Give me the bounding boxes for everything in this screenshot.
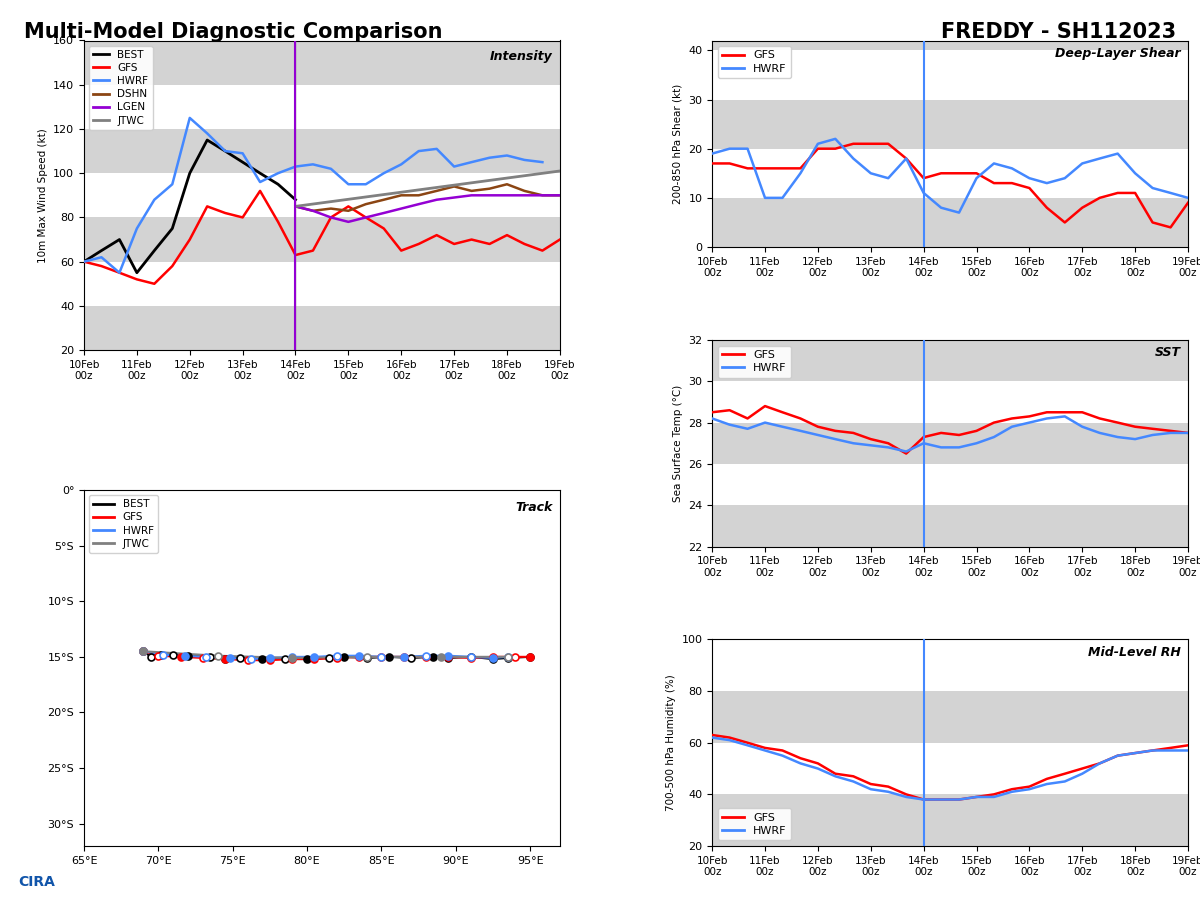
Bar bbox=[712, 100, 1188, 148]
Bar bbox=[712, 40, 1188, 50]
Y-axis label: 700-500 hPa Humidity (%): 700-500 hPa Humidity (%) bbox=[666, 674, 676, 811]
Text: Deep-Layer Shear: Deep-Layer Shear bbox=[1055, 47, 1181, 59]
Bar bbox=[84, 218, 560, 262]
Legend: GFS, HWRF: GFS, HWRF bbox=[718, 46, 791, 78]
Text: Intensity: Intensity bbox=[490, 50, 553, 63]
Legend: BEST, GFS, HWRF, JTWC: BEST, GFS, HWRF, JTWC bbox=[89, 495, 157, 553]
Bar bbox=[712, 795, 1188, 846]
Legend: GFS, HWRF: GFS, HWRF bbox=[718, 346, 791, 378]
Legend: GFS, HWRF: GFS, HWRF bbox=[718, 808, 791, 841]
Text: FREDDY - SH112023: FREDDY - SH112023 bbox=[941, 22, 1176, 42]
Text: SST: SST bbox=[1154, 346, 1181, 359]
Y-axis label: Sea Surface Temp (°C): Sea Surface Temp (°C) bbox=[673, 384, 683, 502]
Y-axis label: 10m Max Wind Speed (kt): 10m Max Wind Speed (kt) bbox=[37, 128, 48, 263]
Bar bbox=[712, 691, 1188, 742]
Text: Mid-Level RH: Mid-Level RH bbox=[1088, 645, 1181, 659]
Bar bbox=[84, 40, 560, 85]
Bar bbox=[712, 423, 1188, 464]
Y-axis label: 200-850 hPa Shear (kt): 200-850 hPa Shear (kt) bbox=[673, 84, 683, 204]
Text: Track: Track bbox=[515, 500, 553, 514]
Text: Multi-Model Diagnostic Comparison: Multi-Model Diagnostic Comparison bbox=[24, 22, 443, 42]
Bar bbox=[84, 306, 560, 350]
Legend: BEST, GFS, HWRF, DSHN, LGEN, JTWC: BEST, GFS, HWRF, DSHN, LGEN, JTWC bbox=[89, 46, 152, 130]
Bar bbox=[84, 129, 560, 173]
Bar bbox=[712, 340, 1188, 382]
Text: CIRA: CIRA bbox=[18, 875, 55, 889]
Bar bbox=[712, 198, 1188, 247]
Bar bbox=[712, 505, 1188, 546]
